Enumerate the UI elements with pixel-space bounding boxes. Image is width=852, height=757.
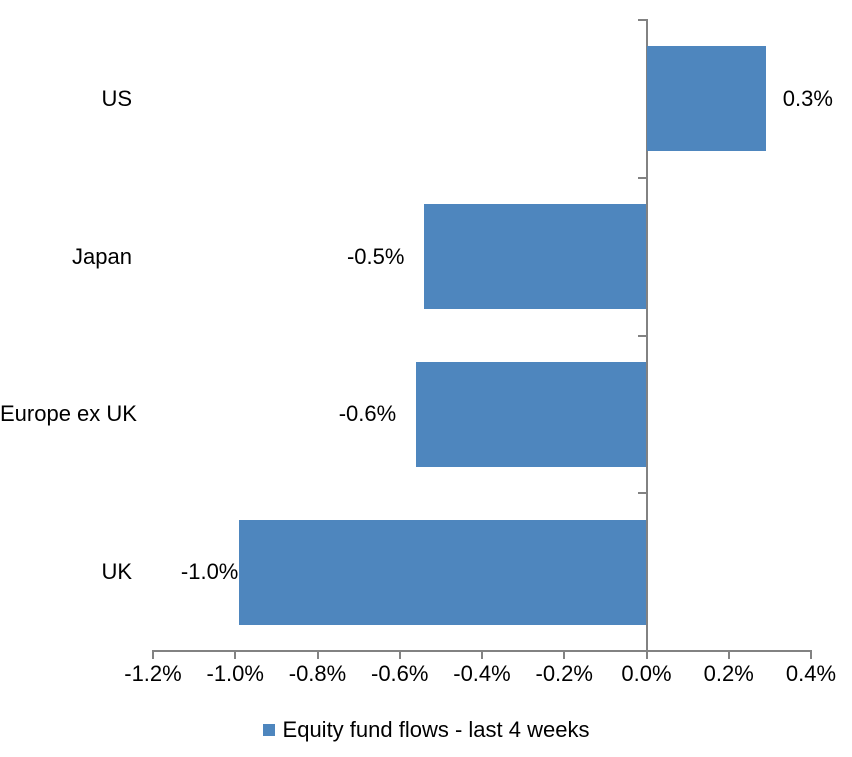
x-axis-tick	[481, 652, 483, 659]
x-axis-tick-label: -0.6%	[371, 661, 429, 686]
x-axis-tick	[810, 652, 812, 659]
x-axis-tick-label: 0.0%	[621, 661, 672, 686]
data-label: -0.5%	[346, 243, 405, 269]
x-axis-tick-label: 0.4%	[785, 661, 837, 686]
x-axis-tick	[727, 652, 730, 659]
bar-japan	[424, 204, 647, 310]
bar-uk	[239, 519, 647, 625]
x-axis-line	[152, 650, 812, 652]
x-axis-tick-label: -0.2%	[535, 661, 593, 686]
x-axis-tick-label: 0.2%	[703, 661, 754, 686]
legend-label: Equity fund flows - last 4 weeks	[282, 717, 590, 742]
bar-europe-ex-uk	[416, 361, 647, 467]
legend: Equity fund flows - last 4 weeks	[0, 715, 852, 745]
category-axis-tick	[637, 334, 646, 337]
category-axis-tick	[637, 19, 646, 21]
x-axis-tick	[234, 652, 237, 659]
x-axis-tick-label: -1.0%	[206, 661, 264, 686]
x-axis-tick	[563, 652, 566, 659]
category-label: UK	[101, 559, 132, 585]
data-label: -1.0%	[180, 559, 239, 585]
x-axis-tick	[398, 652, 401, 659]
x-axis-tick	[152, 652, 154, 659]
data-label: 0.3%	[782, 85, 833, 111]
category-label: Japan	[72, 243, 132, 269]
x-axis-tick-label: -1.2%	[124, 661, 182, 686]
bar-us	[646, 46, 766, 152]
category-label: US	[101, 85, 132, 111]
category-axis-tick	[637, 176, 646, 179]
x-axis-tick	[645, 652, 648, 659]
x-axis-tick-label: -0.4%	[453, 661, 511, 686]
x-axis-tick-label: -0.8%	[288, 661, 347, 686]
category-axis-line	[645, 19, 648, 652]
category-axis-tick	[637, 492, 646, 495]
legend-swatch	[262, 724, 275, 736]
data-label: -0.6%	[338, 401, 397, 427]
category-label: Europe ex UK	[0, 401, 137, 427]
x-axis-tick	[316, 652, 319, 659]
